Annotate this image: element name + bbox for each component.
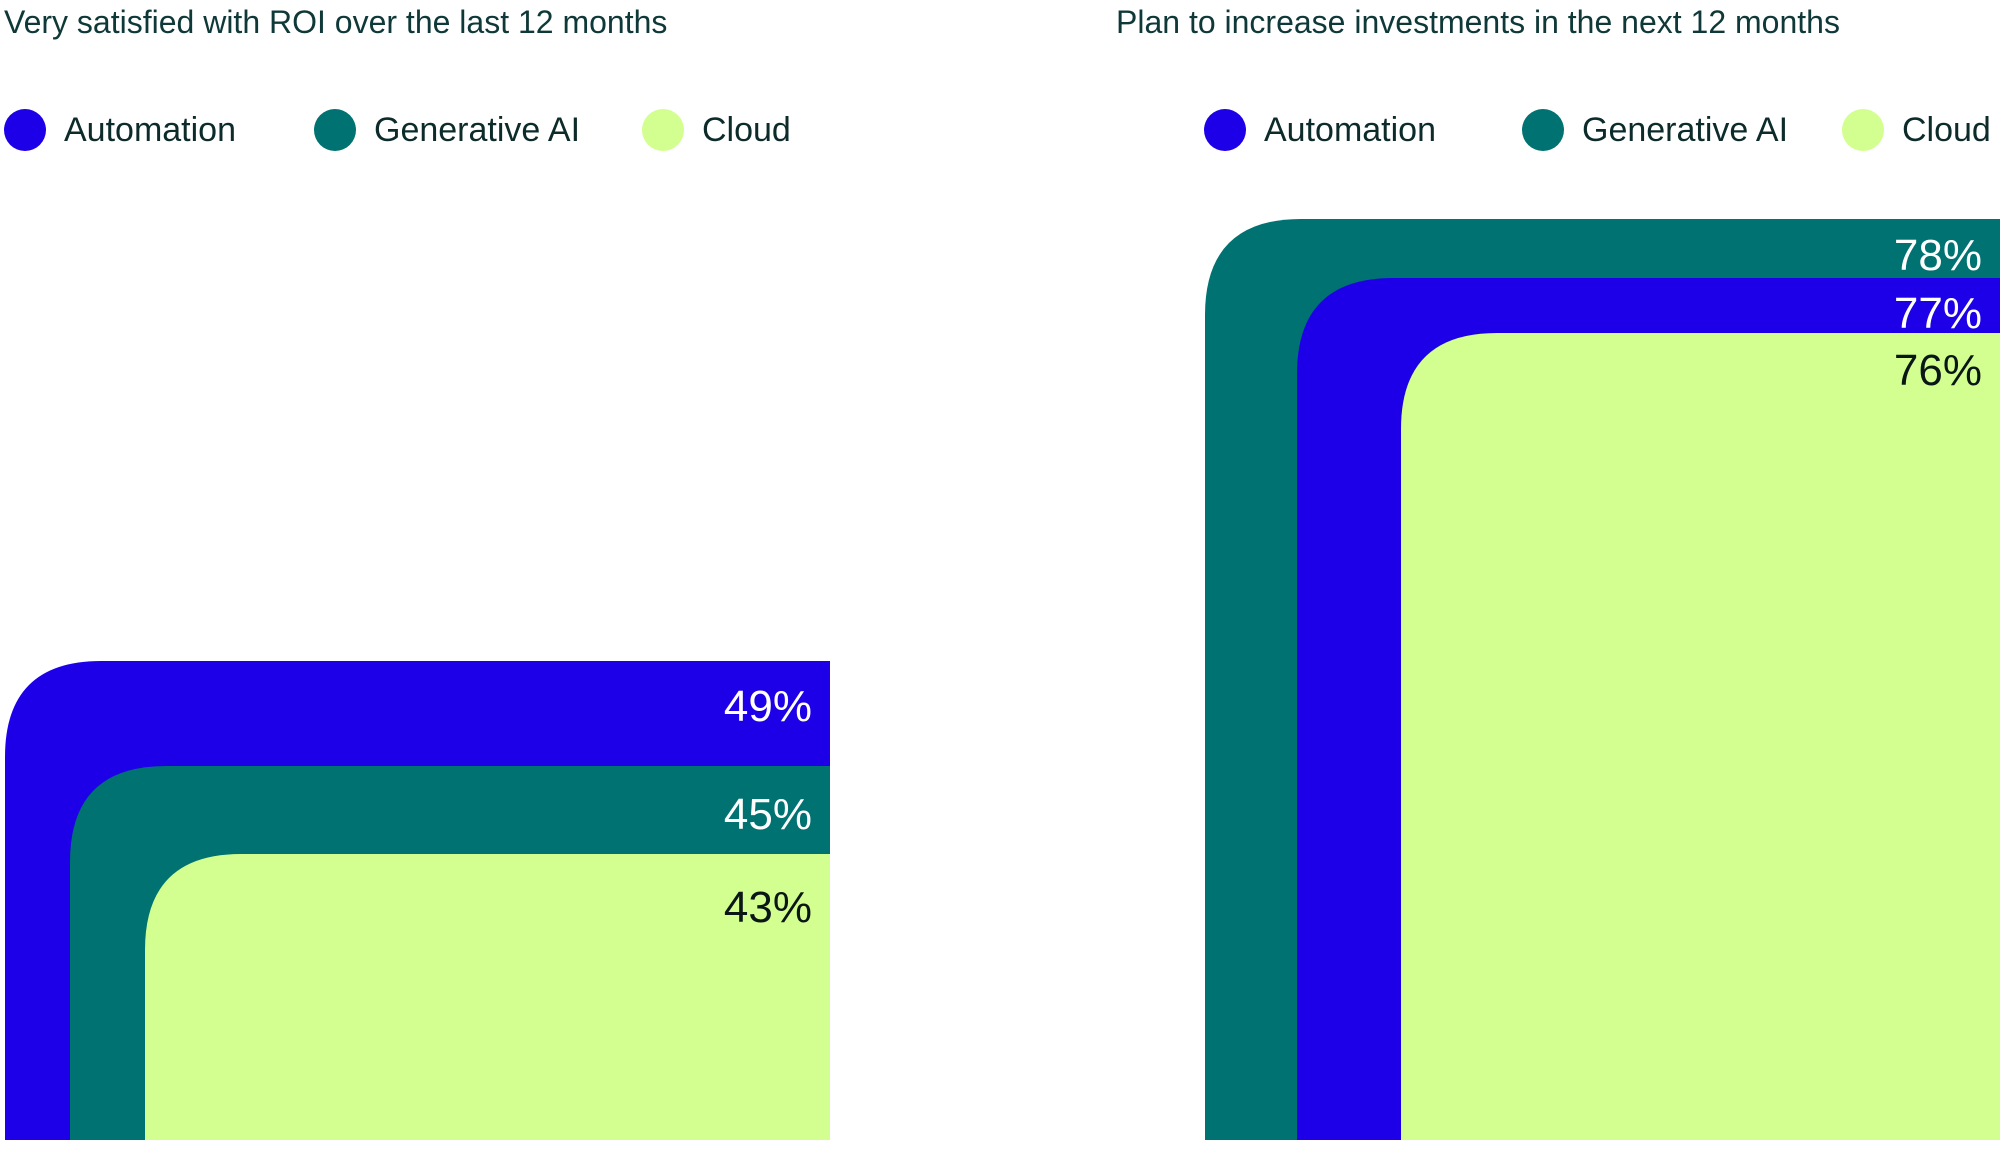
chart-panel-roi: Very satisfied with ROI over the last 12…: [0, 0, 840, 1163]
data-label-generative-ai: 45%: [724, 790, 812, 839]
chart-title: Very satisfied with ROI over the last 12…: [4, 4, 668, 40]
legend-label: Automation: [1264, 111, 1436, 149]
legend-dot-automation-icon: [4, 109, 46, 151]
bar-cloud: [1401, 333, 2000, 1140]
legend-dot-automation-icon: [1204, 109, 1246, 151]
data-label-cloud: 76%: [1894, 346, 1982, 395]
legend-label: Generative AI: [374, 111, 581, 149]
nested-bar-chart-roi: 49% 45% 43%: [5, 661, 830, 1140]
data-label-generative-ai: 78%: [1894, 231, 1982, 280]
legend-dot-cloud-icon: [642, 109, 684, 151]
legend-label: Cloud: [702, 111, 791, 149]
legend-dot-generative-ai-icon: [1522, 109, 1564, 151]
legend-dot-generative-ai-icon: [314, 109, 356, 151]
nested-bar-chart-investments: 78% 77% 76%: [1205, 219, 2000, 1140]
legend-label: Cloud: [1902, 111, 1991, 149]
data-label-automation: 49%: [724, 682, 812, 731]
legend-label: Generative AI: [1582, 111, 1789, 149]
data-label-automation: 77%: [1894, 289, 1982, 338]
chart-title: Plan to increase investments in the next…: [1116, 4, 1840, 40]
legend-label: Automation: [64, 111, 236, 149]
chart-panel-investments: Plan to increase investments in the next…: [1116, 0, 2000, 1163]
legend-dot-cloud-icon: [1842, 109, 1884, 151]
data-label-cloud: 43%: [724, 883, 812, 932]
bar-cloud: [145, 854, 830, 1140]
